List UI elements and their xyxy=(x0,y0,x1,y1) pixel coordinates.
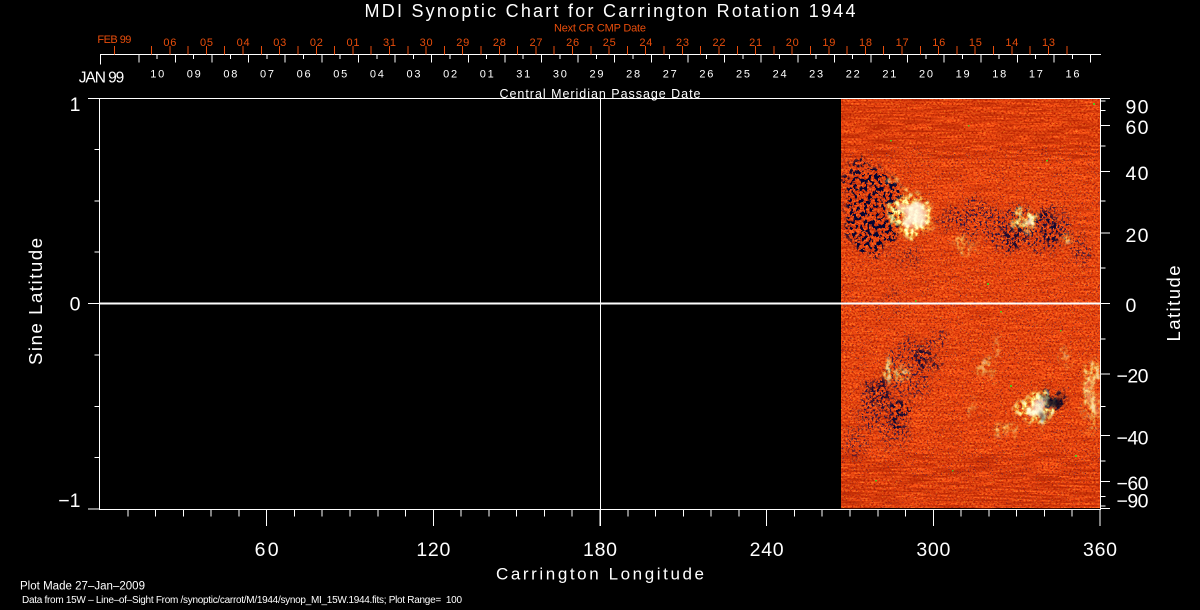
svg-text:13: 13 xyxy=(1042,37,1055,49)
svg-text:18: 18 xyxy=(859,37,872,49)
svg-text:01: 01 xyxy=(480,68,494,80)
svg-text:23: 23 xyxy=(676,37,689,49)
svg-text:16: 16 xyxy=(932,37,945,49)
svg-text:−90: −90 xyxy=(1117,491,1149,513)
svg-text:Next CR CMP Date: Next CR CMP Date xyxy=(554,23,646,35)
svg-text:27: 27 xyxy=(530,37,543,49)
svg-text:20: 20 xyxy=(1126,225,1149,247)
svg-text:05: 05 xyxy=(200,37,213,49)
svg-text:21: 21 xyxy=(749,37,762,49)
svg-text:21: 21 xyxy=(882,68,896,80)
svg-text:MDI Synoptic Chart for Carring: MDI Synoptic Chart for Carrington Rotati… xyxy=(365,1,856,21)
svg-text:22: 22 xyxy=(713,37,726,49)
svg-text:28: 28 xyxy=(626,68,640,80)
svg-text:−60: −60 xyxy=(1117,473,1149,495)
svg-text:−40: −40 xyxy=(1117,427,1149,449)
svg-text:Plot Made 27–Jan–2009: Plot Made 27–Jan–2009 xyxy=(20,581,145,593)
svg-text:04: 04 xyxy=(370,68,384,80)
svg-text:14: 14 xyxy=(1005,37,1018,49)
svg-text:40: 40 xyxy=(1126,163,1149,185)
svg-text:08: 08 xyxy=(223,68,237,80)
svg-text:FEB 99: FEB 99 xyxy=(97,34,131,46)
svg-text:31: 31 xyxy=(383,37,396,49)
svg-text:0: 0 xyxy=(70,293,81,315)
svg-text:29: 29 xyxy=(456,37,469,49)
svg-text:30: 30 xyxy=(553,68,567,80)
svg-text:JAN 99: JAN 99 xyxy=(79,69,125,86)
svg-text:−1: −1 xyxy=(58,490,80,512)
svg-text:03: 03 xyxy=(406,68,420,80)
svg-text:240: 240 xyxy=(750,539,784,561)
svg-text:Latitude: Latitude xyxy=(1163,266,1184,342)
svg-text:03: 03 xyxy=(273,37,286,49)
svg-text:17: 17 xyxy=(896,37,909,49)
svg-text:06: 06 xyxy=(163,37,176,49)
svg-text:Data from 15W – Line–of–Sight: Data from 15W – Line–of–Sight From /syno… xyxy=(22,595,462,606)
svg-text:24: 24 xyxy=(773,68,787,80)
svg-text:27: 27 xyxy=(663,68,677,80)
svg-text:22: 22 xyxy=(846,68,860,80)
svg-text:19: 19 xyxy=(822,37,835,49)
svg-text:02: 02 xyxy=(443,68,457,80)
svg-text:04: 04 xyxy=(237,37,250,49)
svg-text:18: 18 xyxy=(992,68,1006,80)
svg-text:24: 24 xyxy=(639,37,652,49)
svg-text:180: 180 xyxy=(583,539,617,561)
svg-text:30: 30 xyxy=(420,37,433,49)
svg-text:09: 09 xyxy=(187,68,201,80)
svg-text:05: 05 xyxy=(333,68,347,80)
svg-text:Central Meridian Passage Date: Central Meridian Passage Date xyxy=(500,87,701,101)
svg-text:Sine Latitude: Sine Latitude xyxy=(25,238,46,365)
svg-text:−20: −20 xyxy=(1117,366,1149,388)
svg-text:90: 90 xyxy=(1126,97,1149,119)
svg-text:300: 300 xyxy=(916,539,950,561)
svg-text:25: 25 xyxy=(603,37,616,49)
svg-text:01: 01 xyxy=(346,37,359,49)
svg-text:19: 19 xyxy=(956,68,970,80)
svg-text:07: 07 xyxy=(260,68,274,80)
svg-text:120: 120 xyxy=(416,539,450,561)
svg-text:23: 23 xyxy=(809,68,823,80)
svg-text:31: 31 xyxy=(516,68,530,80)
svg-text:28: 28 xyxy=(493,37,506,49)
svg-text:0: 0 xyxy=(1126,295,1137,317)
svg-text:10: 10 xyxy=(150,68,164,80)
svg-text:25: 25 xyxy=(736,68,750,80)
svg-text:60: 60 xyxy=(1126,117,1149,139)
svg-text:02: 02 xyxy=(310,37,323,49)
svg-text:29: 29 xyxy=(590,68,604,80)
svg-text:15: 15 xyxy=(969,37,982,49)
svg-text:1: 1 xyxy=(70,94,81,116)
svg-text:06: 06 xyxy=(297,68,311,80)
svg-text:26: 26 xyxy=(566,37,579,49)
svg-text:20: 20 xyxy=(786,37,799,49)
svg-text:360: 360 xyxy=(1083,539,1117,561)
svg-text:16: 16 xyxy=(1065,68,1079,80)
svg-text:20: 20 xyxy=(919,68,933,80)
svg-text:26: 26 xyxy=(699,68,713,80)
svg-text:17: 17 xyxy=(1029,68,1043,80)
